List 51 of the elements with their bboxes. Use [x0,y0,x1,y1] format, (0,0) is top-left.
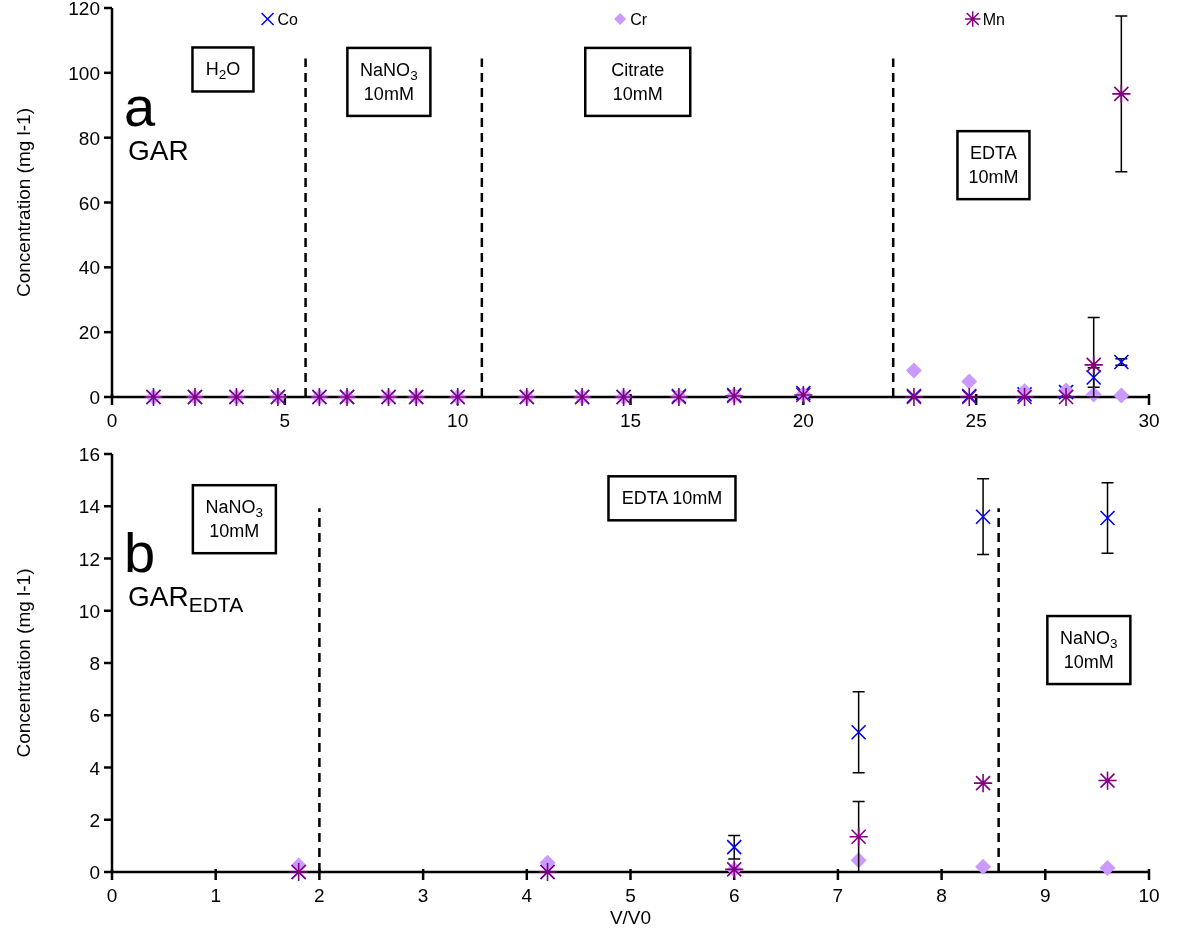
annotation: Citrate 10mM [611,59,665,104]
y-tick-label: 20 [78,322,100,344]
x-tick-label: 30 [1138,410,1160,431]
x-tick-label: 8 [936,885,947,906]
y-tick-label: 2 [89,809,100,831]
x-tick-label: 25 [965,410,987,431]
y-tick-label: 6 [89,705,100,727]
text: GAR [128,135,189,166]
y-tick-label: 120 [68,0,100,19]
y-axis-title: Concentration (mg l-1) [13,107,34,298]
y-tick-label: 40 [78,257,100,279]
x-tick-label: 7 [832,885,844,906]
annotation: EDTA 10mM [968,143,1019,188]
x-tick-label: 2 [314,885,325,906]
y-tick-label: 10 [78,600,100,622]
annotation: H$_{2}$O [205,59,241,83]
x-tick-label: 0 [106,410,118,431]
y-tick-label: 16 [78,444,100,465]
y-tick-label: 8 [89,653,100,674]
x-tick-label: 5 [625,885,636,906]
y-tick-label: 80 [78,127,100,149]
legend-label: Cr [630,11,648,28]
text: b [124,521,156,584]
y-tick-label: 0 [89,862,100,883]
annotation: NaNO$_{3}$ 10mM [360,59,418,104]
x-tick-label: 4 [521,885,533,906]
x-tick-label: 10 [1138,885,1160,906]
y-tick-label: 0 [89,387,100,408]
x-tick-label: 1 [210,885,221,906]
y-tick-label: 12 [78,548,100,570]
annotation: NaNO$_{3}$ 10mM [205,497,264,542]
legend-label: Co [277,11,299,28]
x-tick-label: 6 [728,885,740,906]
x-tick-label: 9 [1040,885,1051,906]
x-tick-label: 20 [792,410,814,431]
y-axis-title: Concentration (mg l-1) [13,568,34,758]
y-tick-label: 100 [68,62,100,84]
legend-label: Mn [982,11,1005,28]
x-tick-label: 5 [279,410,291,431]
x-tick-label: 0 [106,885,118,906]
annotation: EDTA 10mM [621,488,723,509]
x-tick-label: 3 [417,885,429,906]
annotation: NaNO$_{3}$ 10mM [1060,628,1118,673]
y-tick-label: 14 [78,496,101,518]
x-tick-label: 10 [447,410,469,431]
text: a [124,75,156,138]
y-tick-label: 4 [89,757,101,779]
text: GAR$_{EDTA}$ [128,581,244,617]
x-axis-title: V/V0 [609,907,652,928]
x-tick-label: 15 [619,410,642,431]
y-tick-label: 60 [78,192,100,214]
